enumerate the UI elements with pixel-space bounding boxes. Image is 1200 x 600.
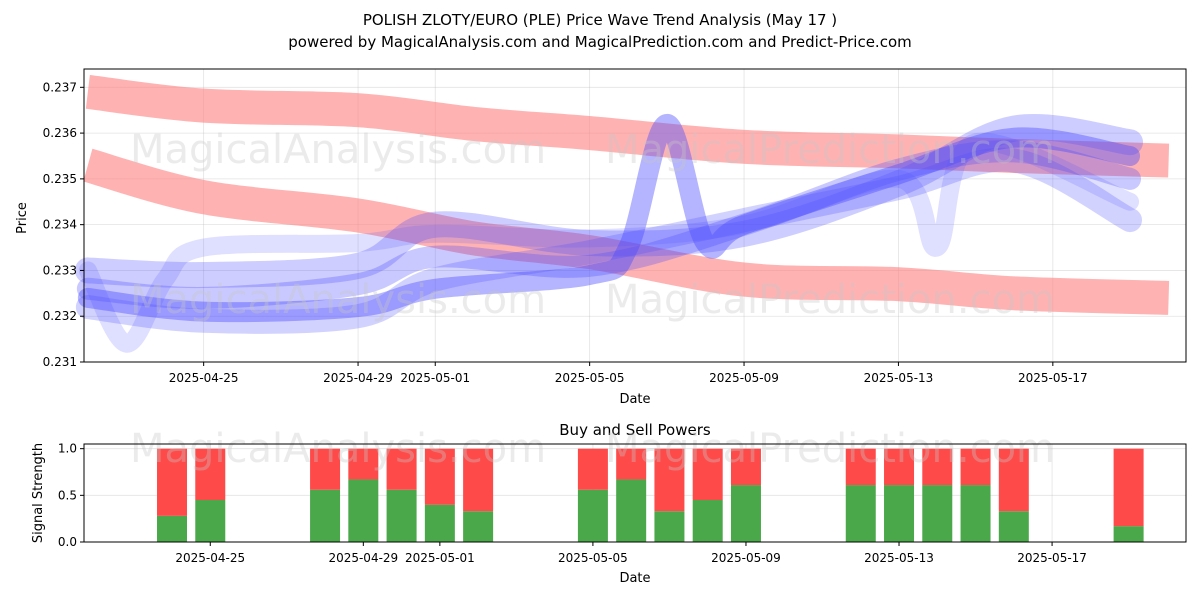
watermark-prediction-mid: MagicalPrediction.com: [605, 277, 1055, 323]
sell-bar: [616, 448, 647, 480]
sell-bar: [424, 448, 455, 505]
blue-wave-4: [78, 132, 1140, 353]
signal-x-tick-label: 2025-05-01: [405, 551, 475, 565]
blue-wave-3: [77, 113, 1141, 323]
buy-bar: [157, 515, 188, 542]
price-x-tick-label: 2025-05-01: [400, 371, 470, 385]
signal-x-axis-label: Date: [619, 571, 650, 586]
buy-bar: [692, 500, 723, 542]
price-x-tick-label: 2025-04-29: [323, 371, 393, 385]
price-plot: [74, 75, 1170, 353]
buy-bar: [195, 500, 226, 542]
sell-bar: [157, 448, 188, 516]
signal-x-tick-label: 2025-05-09: [711, 551, 781, 565]
watermark-analysis-top: MagicalAnalysis.com: [130, 127, 546, 173]
sell-bar: [998, 448, 1029, 512]
sell-bar: [654, 448, 685, 512]
blue-wave-2: [76, 140, 1142, 309]
price-x-tick-label: 2025-04-25: [169, 371, 239, 385]
sell-bar: [310, 448, 341, 490]
buy-bar: [654, 511, 685, 542]
sell-bar: [348, 448, 379, 480]
signal-y-axis-label: Signal Strength: [31, 443, 46, 543]
price-y-tick-label: 0.235: [43, 172, 77, 186]
signal-plot-frame: [83, 443, 1187, 543]
sell-bar: [960, 448, 991, 486]
price-y-tick-label: 0.237: [43, 80, 77, 94]
signal-y-tick-label: 0.5: [58, 488, 77, 502]
buy-bar: [386, 489, 417, 542]
signal-y-tick-label: 1.0: [58, 442, 77, 456]
chart-title-line1: POLISH ZLOTY/EURO (PLE) Price Wave Trend…: [363, 11, 837, 29]
price-chart: MagicalAnalysis.com MagicalPrediction.co…: [15, 68, 1187, 407]
buy-bar: [463, 511, 494, 542]
price-x-tick-label: 2025-05-17: [1018, 371, 1088, 385]
sell-bar: [463, 448, 494, 512]
price-x-tick-label: 2025-05-09: [709, 371, 779, 385]
signal-y-tick-label: 0.0: [58, 535, 77, 549]
blue-wave-5: [75, 147, 1143, 334]
price-x-tick-label: 2025-05-05: [555, 371, 625, 385]
price-plot-frame: [83, 68, 1187, 363]
buy-bar: [922, 485, 953, 542]
buy-bar: [730, 485, 761, 542]
signal-axis-ticks: 2025-04-25 2025-04-29 2025-05-01 2025-05-05…: [58, 442, 1087, 565]
buy-bar: [1113, 526, 1144, 542]
signal-x-tick-label: 2025-05-13: [864, 551, 934, 565]
watermark-analysis-mid: MagicalAnalysis.com: [130, 277, 546, 323]
price-y-tick-label: 0.232: [43, 309, 77, 323]
sell-bar: [692, 448, 723, 500]
red-band-1: [85, 75, 1170, 178]
buy-bar: [616, 479, 647, 542]
sell-bar: [386, 448, 417, 490]
buy-bar: [577, 489, 608, 542]
signal-chart-title: Buy and Sell Powers: [559, 421, 711, 439]
signal-x-tick-label: 2025-05-05: [558, 551, 628, 565]
signal-x-tick-label: 2025-05-17: [1017, 551, 1087, 565]
sell-bar: [922, 448, 953, 486]
buy-bar: [998, 511, 1029, 542]
buy-bar: [310, 489, 341, 542]
buy-bar: [845, 485, 876, 542]
price-y-axis-label: Price: [15, 202, 30, 234]
buy-bar: [960, 485, 991, 542]
price-y-tick-label: 0.234: [43, 218, 77, 232]
signal-bars: [157, 448, 1144, 542]
signal-chart: Buy and Sell Powers MagicalAnalysis.com …: [31, 421, 1187, 586]
watermark-prediction-bottom: MagicalPrediction.com: [605, 426, 1055, 472]
price-axis-ticks: 2025-04-25 2025-04-29 2025-05-01 2025-05-05…: [43, 80, 1088, 385]
price-y-tick-label: 0.236: [43, 126, 77, 140]
signal-x-tick-label: 2025-04-25: [175, 551, 245, 565]
sell-bar: [884, 448, 915, 486]
sell-bar: [730, 448, 761, 486]
blue-wave-1: [74, 114, 1144, 289]
sell-bar: [845, 448, 876, 486]
sell-bar: [577, 448, 608, 490]
price-x-tick-label: 2025-05-13: [864, 371, 934, 385]
sell-bar: [195, 448, 226, 500]
signal-x-tick-label: 2025-04-29: [328, 551, 398, 565]
watermark-prediction-top: MagicalPrediction.com: [605, 127, 1055, 173]
price-y-tick-label: 0.231: [43, 355, 77, 369]
price-x-axis-label: Date: [619, 392, 650, 407]
chart-title-line2: powered by MagicalAnalysis.com and Magic…: [288, 33, 912, 51]
price-y-tick-label: 0.233: [43, 263, 77, 277]
sell-bar: [1113, 448, 1144, 527]
buy-bar: [424, 504, 455, 542]
buy-bar: [348, 479, 379, 542]
watermark-analysis-bottom: MagicalAnalysis.com: [130, 426, 546, 472]
buy-bar: [884, 485, 915, 542]
red-band-2: [83, 148, 1170, 315]
